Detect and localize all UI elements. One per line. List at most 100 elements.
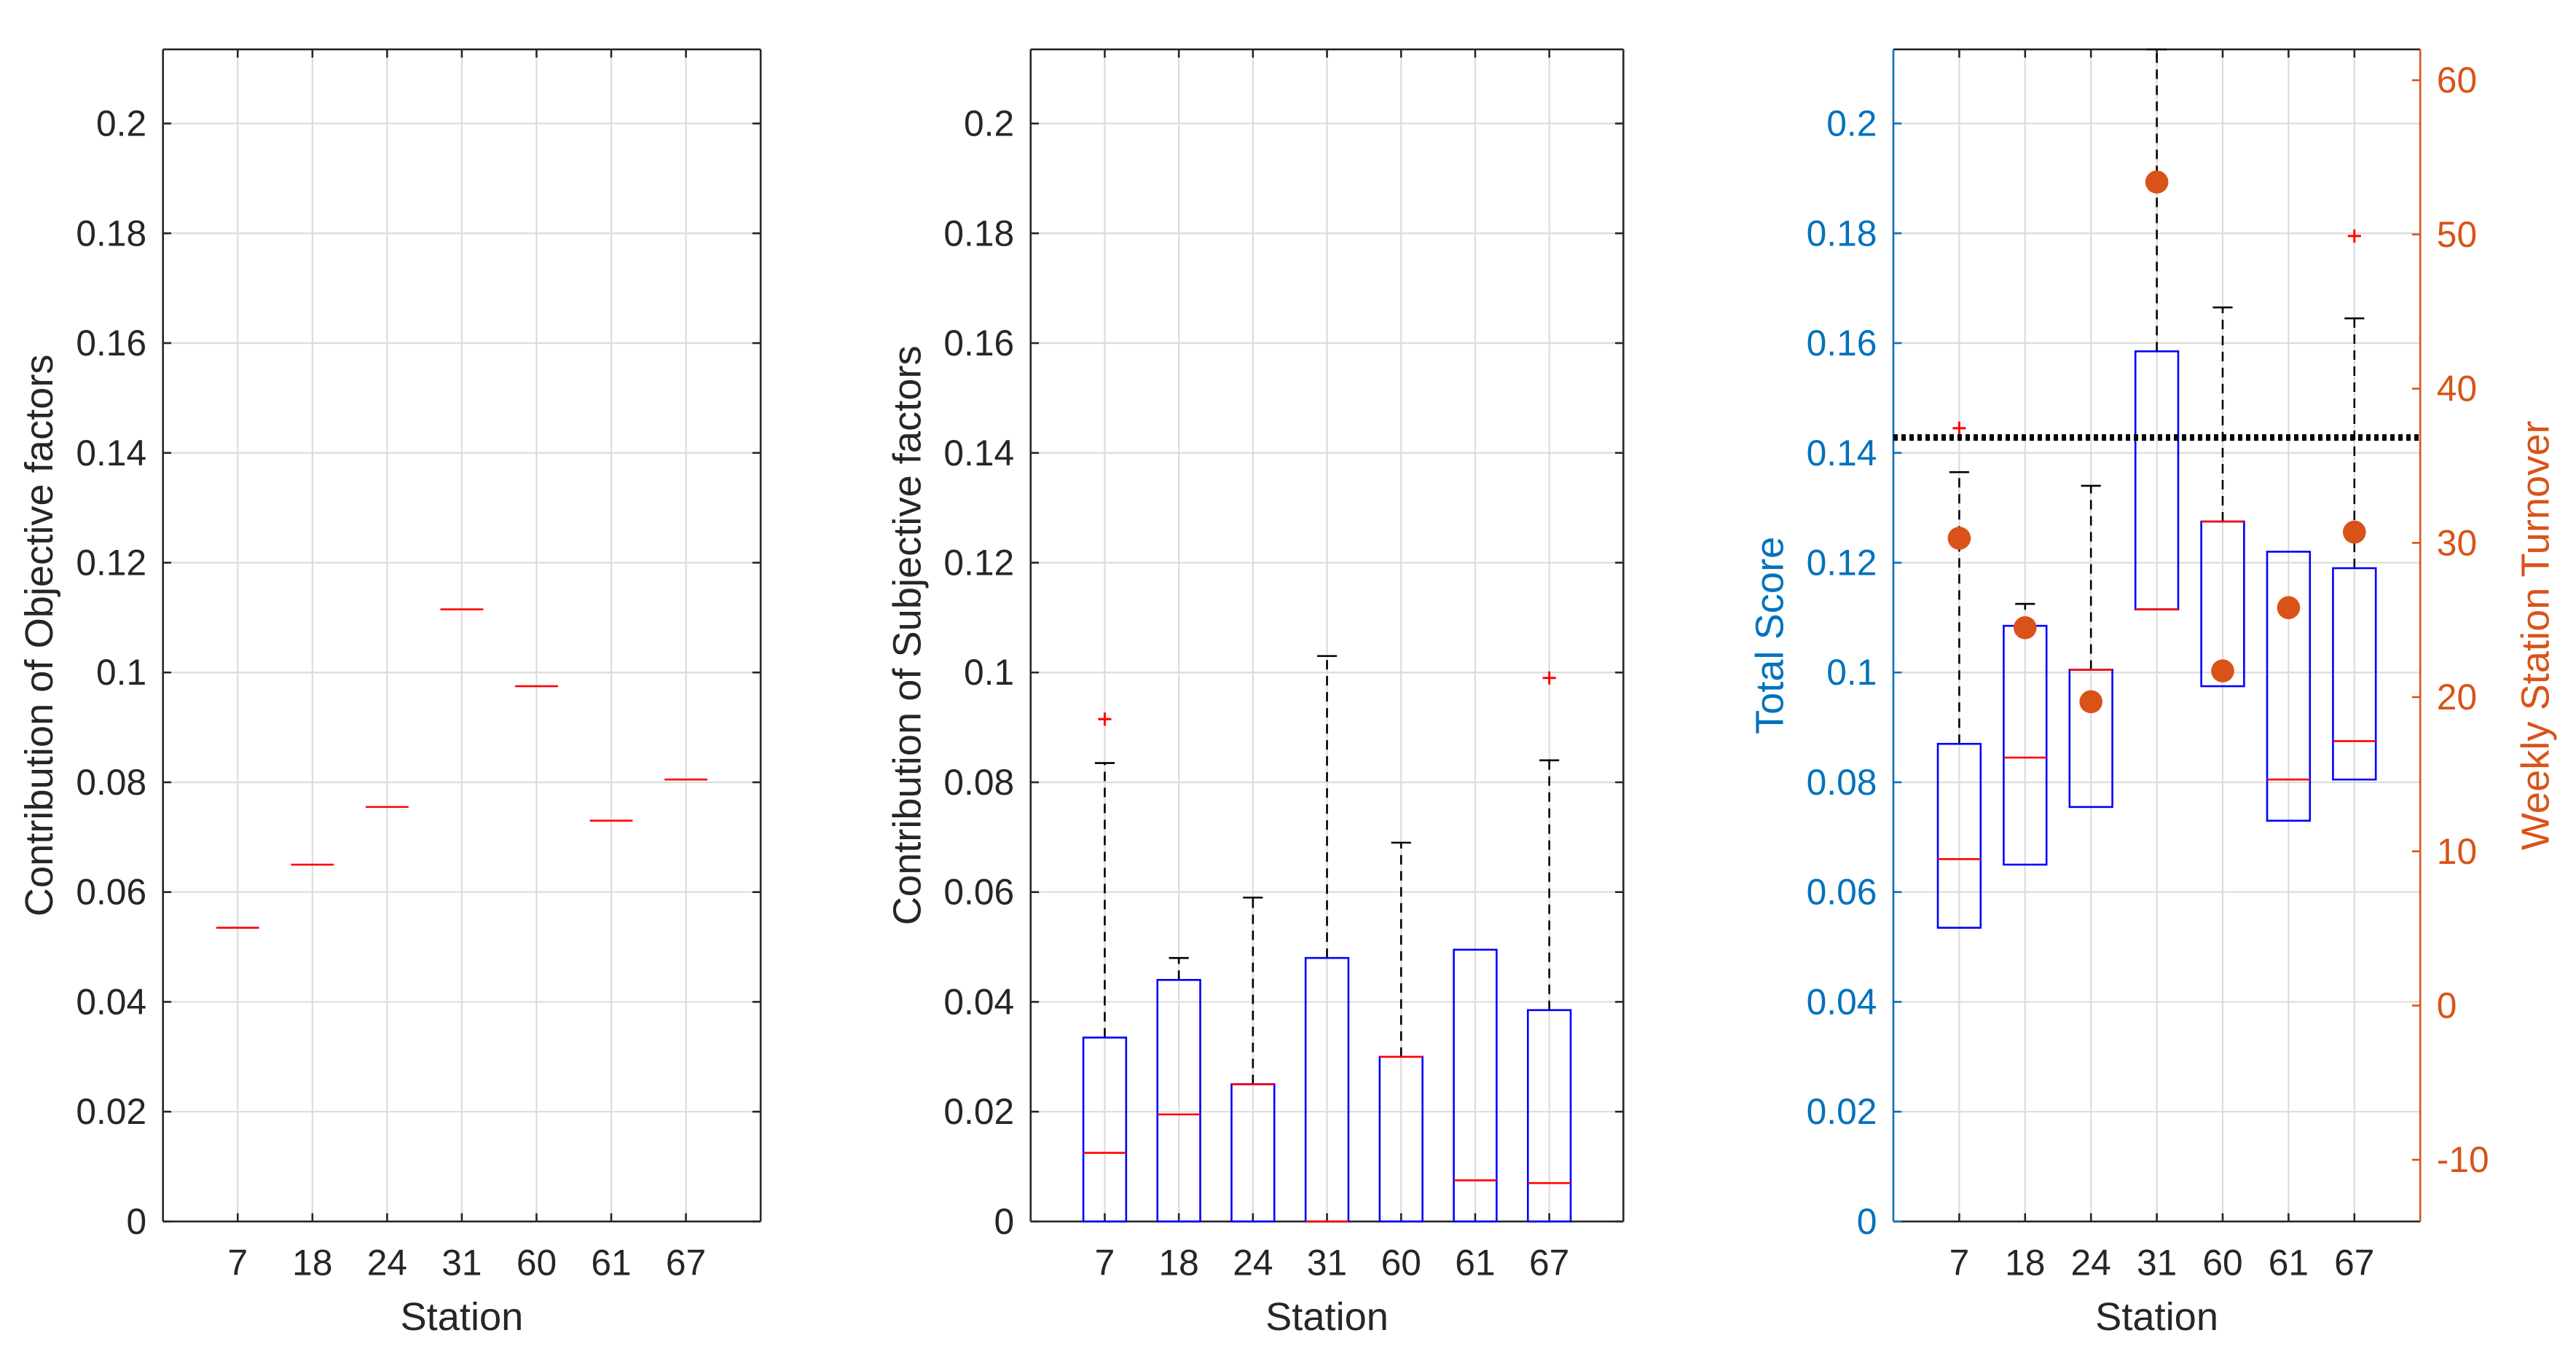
y-axis-label: Contribution of Objective factors: [17, 355, 61, 917]
ytick-label: 0.16: [1807, 323, 1877, 363]
box-61: [2266, 551, 2312, 822]
x-axis-label: Station: [2095, 1295, 2218, 1339]
ytick-label: 0.1: [964, 652, 1014, 693]
ytick-label: 0.08: [943, 762, 1014, 803]
y-axis-label: Total Score: [1748, 537, 1792, 734]
box-67: [1526, 671, 1572, 1223]
ytick-label: 0.18: [76, 213, 146, 253]
ytick-label: 0.16: [76, 323, 146, 363]
grid: [162, 49, 761, 1223]
turnover-point-67: [2342, 520, 2366, 544]
xtick-label: 67: [1529, 1242, 1569, 1283]
xtick-label: 61: [1455, 1242, 1495, 1283]
ytick-label: 0.06: [1807, 872, 1877, 913]
ytick-label: 0.12: [943, 542, 1014, 583]
box-iqr: [2266, 551, 2312, 822]
box-61: [1453, 948, 1498, 1223]
ytick-label: 0.2: [964, 103, 1014, 144]
xtick-label: 7: [227, 1242, 248, 1283]
xtick-label: 67: [666, 1242, 706, 1283]
xtick-label: 31: [441, 1242, 482, 1283]
xtick-label: 24: [2071, 1242, 2111, 1283]
ytick-label-right: 40: [2437, 369, 2477, 409]
axes: 0 0.02 0.04 0.06 0.08 0.1 0.12 0.14 0.16 0.18 0.2 7…: [17, 48, 762, 1339]
xtick-label: 67: [2334, 1242, 2374, 1283]
ytick-label: 0.1: [96, 652, 146, 693]
box-67: [2332, 229, 2377, 781]
ytick-label: 0.18: [1807, 213, 1877, 253]
ytick-label: 0.16: [943, 323, 1014, 363]
ytick-label: 0.14: [76, 433, 146, 473]
turnover-point-60: [2211, 659, 2234, 683]
ytick-label-right: 10: [2437, 831, 2477, 872]
xtick-label: 60: [1381, 1242, 1421, 1283]
y-axis-label: Contribution of Subjective factors: [885, 345, 929, 925]
outlier-marker: [1098, 712, 1112, 726]
xtick-label: 24: [367, 1242, 407, 1283]
ytick-label: 0.14: [943, 433, 1014, 473]
ytick-label: 0.06: [943, 872, 1014, 913]
xtick-label: 31: [1307, 1242, 1347, 1283]
xtick-label: 24: [1233, 1242, 1273, 1283]
box-18: [1156, 956, 1201, 1223]
ytick-label: 0.18: [943, 213, 1014, 253]
box-iqr: [2332, 567, 2377, 781]
xtick-label: 18: [1159, 1242, 1199, 1283]
box-iqr: [1082, 1037, 1128, 1223]
xtick-label: 60: [2202, 1242, 2242, 1283]
ytick-label: 0.2: [96, 103, 146, 144]
x-axis-label: Station: [401, 1295, 524, 1339]
x-axis-label: Station: [1265, 1295, 1389, 1339]
ytick-label-right: 60: [2437, 60, 2477, 101]
outlier-marker: [1952, 421, 1966, 435]
ytick-label: 0.1: [1826, 652, 1877, 693]
boxplots: [216, 608, 707, 929]
xtick-label: 7: [1949, 1242, 1970, 1283]
ytick-label: 0.02: [943, 1091, 1014, 1132]
ytick-label: 0.12: [76, 542, 146, 583]
box-24: [2068, 484, 2113, 809]
ytick-label: 0.04: [76, 981, 146, 1022]
box-60: [2200, 306, 2245, 688]
ytick-label: 0.02: [1807, 1091, 1877, 1132]
ytick-label: 0.04: [943, 981, 1014, 1022]
box-7: [1936, 421, 1982, 929]
box-24: [1230, 896, 1276, 1223]
turnover-series: [1947, 170, 2366, 714]
outlier-marker: [2347, 229, 2361, 243]
ytick-label-right: 0: [2437, 986, 2457, 1026]
ytick-label: 0.2: [1826, 103, 1877, 144]
ytick-label: 0.08: [1807, 762, 1877, 803]
xtick-label: 18: [292, 1242, 332, 1283]
box-31: [1304, 655, 1350, 1223]
ytick-label: 0.04: [1807, 981, 1877, 1022]
xtick-label: 61: [2269, 1242, 2309, 1283]
grid: [1893, 49, 2421, 1223]
ytick-label: 0.14: [1807, 433, 1877, 473]
box-iqr: [1936, 742, 1982, 929]
xtick-label: 61: [591, 1242, 631, 1283]
boxplots: [1082, 655, 1572, 1223]
ytick-label: 0.08: [76, 762, 146, 803]
box-7: [1082, 712, 1128, 1223]
outlier-marker: [1542, 671, 1556, 685]
box-31: [2134, 48, 2180, 610]
panel-middle: 0 0.02 0.04 0.06 0.08 0.1 0.12 0.14 0.16 0.18 0.2 7…: [885, 48, 1625, 1339]
axes: 0 0.02 0.04 0.06 0.08 0.1 0.12 0.14 0.16 0.18 0.2 7…: [1748, 48, 2557, 1339]
ytick-label: 0.02: [76, 1091, 146, 1132]
xtick-label: 7: [1095, 1242, 1115, 1283]
turnover-point-18: [2013, 615, 2037, 640]
ytick-label: 0: [1857, 1201, 1877, 1242]
ytick-label: 0: [126, 1201, 146, 1242]
turnover-point-24: [2079, 690, 2103, 714]
turnover-point-31: [2145, 170, 2169, 194]
ytick-label-right: 30: [2437, 522, 2477, 563]
turnover-point-7: [1947, 527, 1971, 550]
box-iqr: [1526, 1009, 1572, 1223]
box-iqr: [1156, 978, 1201, 1223]
xtick-label: 18: [2005, 1242, 2045, 1283]
axes: 0 0.02 0.04 0.06 0.08 0.1 0.12 0.14 0.16 0.18 0.2 7…: [885, 48, 1625, 1339]
turnover-point-61: [2277, 596, 2301, 620]
y-axis-label-right: Weekly Station Turnover: [2513, 420, 2557, 850]
